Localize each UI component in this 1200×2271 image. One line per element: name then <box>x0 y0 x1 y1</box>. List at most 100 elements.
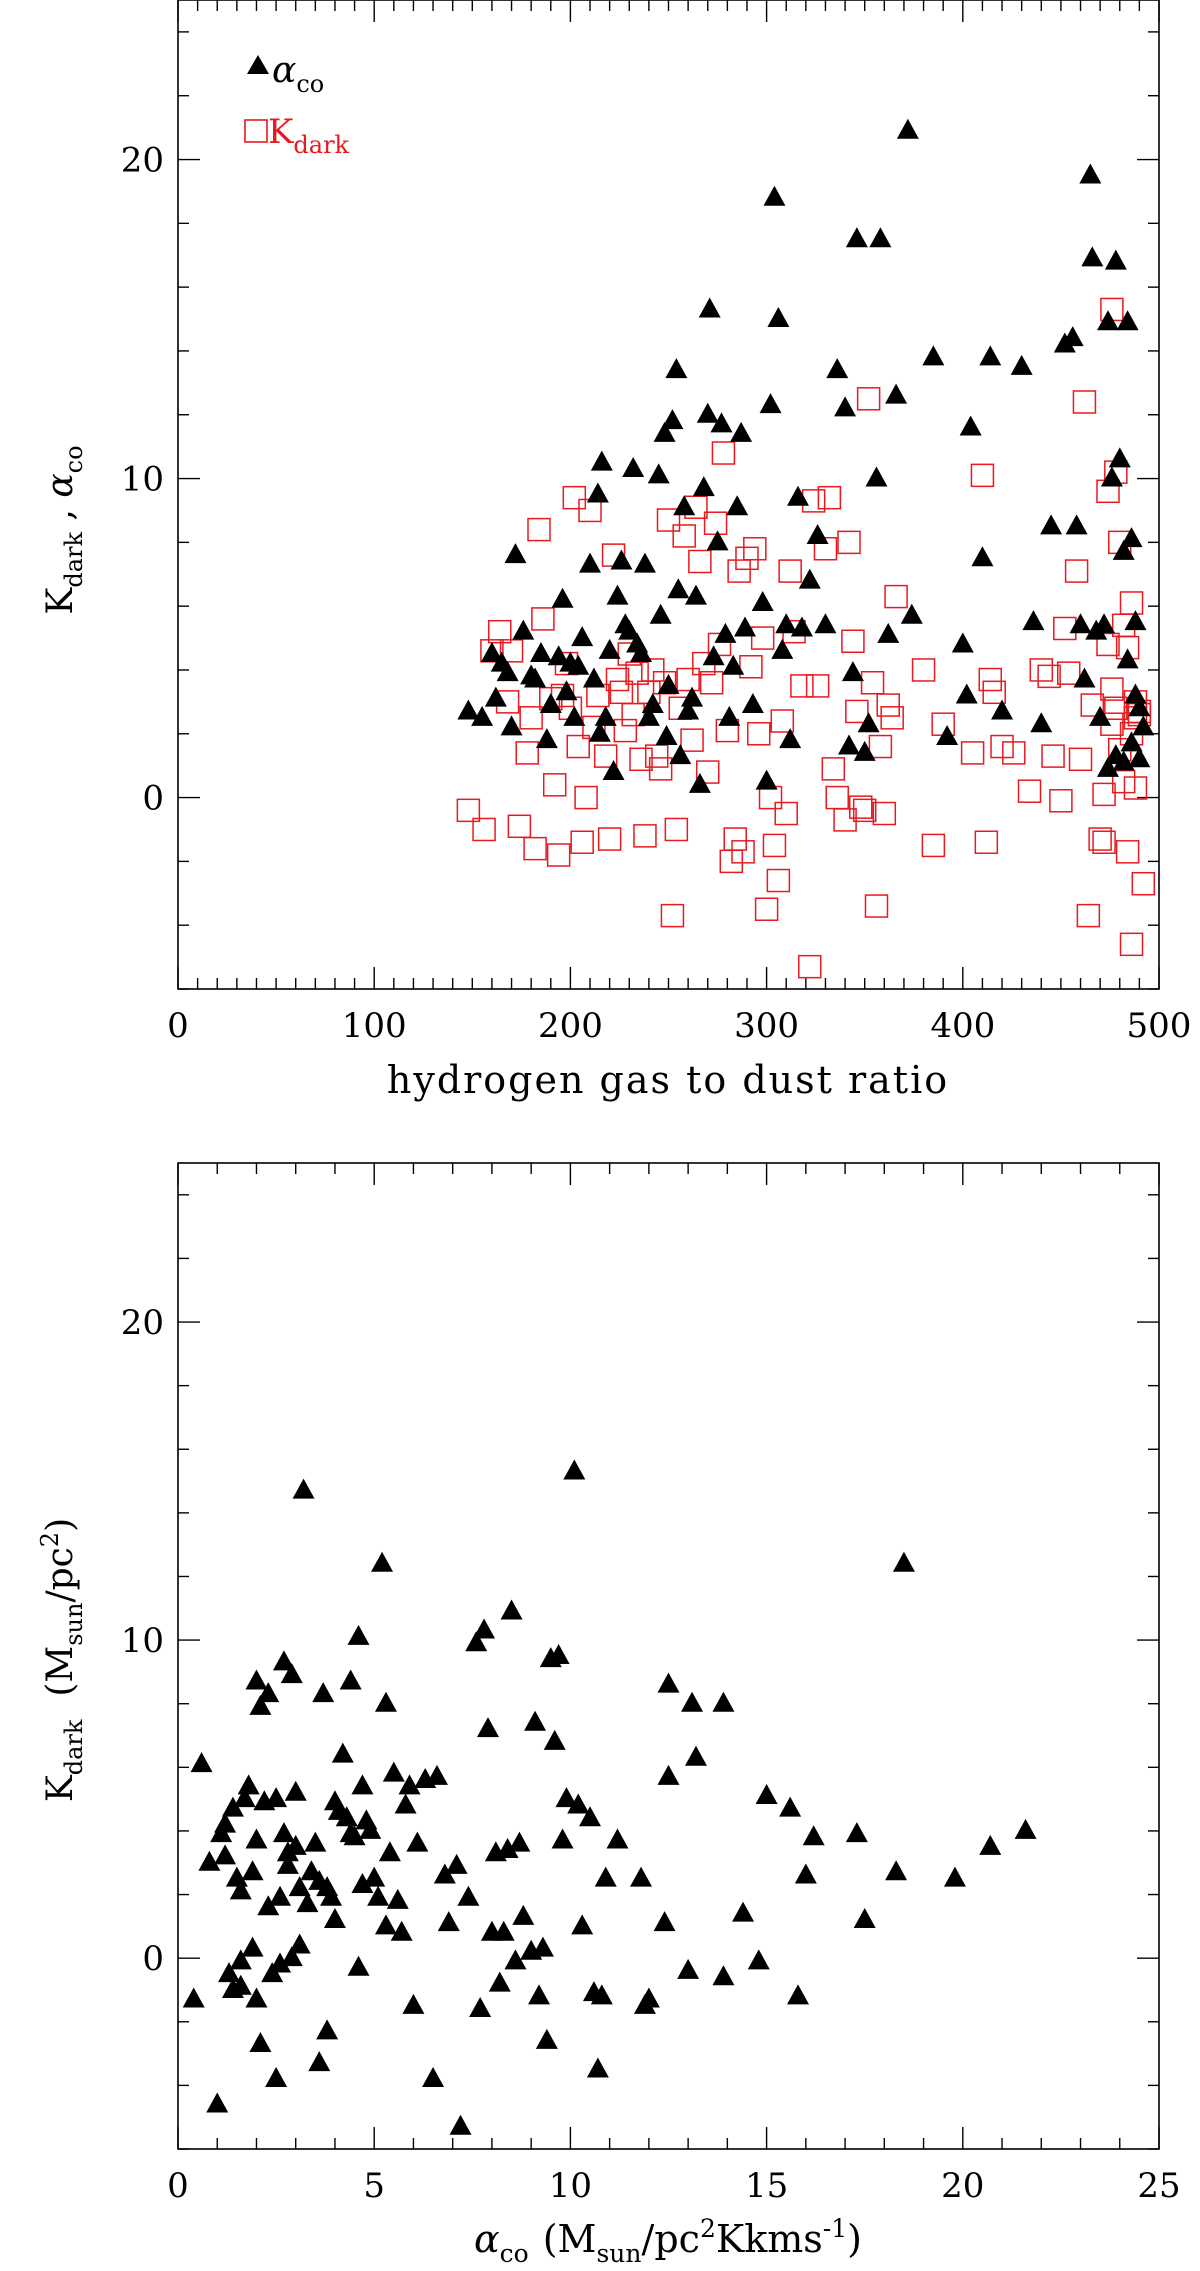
data-point-square <box>641 658 665 682</box>
data-point-triangle <box>567 654 590 675</box>
y-axis-label: Kdark , αco <box>40 445 88 614</box>
data-point-triangle <box>378 1841 401 1862</box>
data-point-triangle <box>363 1866 386 1887</box>
data-point-triangle <box>779 1796 802 1817</box>
data-point-triangle <box>1022 610 1045 631</box>
data-point-square <box>625 661 649 685</box>
data-point-triangle <box>249 1694 272 1715</box>
data-point-triangle <box>790 616 813 637</box>
data-point-triangle <box>374 1691 397 1712</box>
x-tick-label: 400 <box>930 1006 995 1046</box>
data-point-square <box>1017 779 1042 803</box>
data-point-triangle <box>1081 246 1104 267</box>
data-point-triangle <box>245 1669 268 1690</box>
data-point-square <box>982 680 1006 705</box>
data-point-triangle <box>755 1783 778 1804</box>
data-point-triangle <box>826 358 849 379</box>
data-point-triangle <box>877 622 900 643</box>
data-point-triangle <box>512 1904 535 1925</box>
data-point-triangle <box>806 523 829 544</box>
data-point-square <box>703 511 728 535</box>
data-point-triangle <box>1112 539 1135 560</box>
series-alpha <box>457 118 1155 793</box>
data-point-triangle <box>425 1764 448 1785</box>
y-tick-label: 20 <box>121 1303 164 1343</box>
data-point-square <box>1111 769 1136 794</box>
data-point-triangle <box>885 383 908 404</box>
data-point-triangle <box>1073 667 1096 688</box>
data-point-triangle <box>726 495 749 516</box>
data-point-triangle <box>655 724 678 745</box>
data-point-triangle <box>492 1920 515 1941</box>
data-point-square <box>1119 591 1144 615</box>
data-point-square <box>876 693 900 717</box>
data-point-square <box>523 836 547 861</box>
data-point-triangle <box>547 645 570 666</box>
data-point-triangle <box>657 673 680 694</box>
data-point-triangle <box>971 546 994 567</box>
data-point-triangle <box>406 1831 429 1852</box>
data-point-triangle <box>1128 747 1151 768</box>
axis-ticks <box>177 0 1160 990</box>
legend-alpha-marker <box>247 55 269 74</box>
data-point-triangle <box>422 2067 445 2088</box>
data-point-triangle <box>606 584 629 605</box>
data-point-square <box>872 801 897 826</box>
data-point-triangle <box>657 1764 680 1785</box>
data-point-triangle <box>390 1920 413 1941</box>
data-point-triangle <box>316 2019 339 2040</box>
data-point-triangle <box>684 584 707 605</box>
data-point-square <box>597 827 622 851</box>
data-point-triangle <box>229 1974 252 1995</box>
data-point-triangle <box>469 1997 492 2018</box>
data-point-triangle <box>951 632 974 653</box>
axis-ticks <box>177 1163 1160 2150</box>
data-point-triangle <box>677 699 700 720</box>
data-point-triangle <box>892 1551 915 1572</box>
data-point-triangle <box>767 307 790 328</box>
data-point-triangle <box>730 421 753 442</box>
data-point-triangle <box>402 1993 425 2014</box>
data-point-triangle <box>1116 648 1139 669</box>
data-point-triangle <box>543 1729 566 1750</box>
data-point-square <box>911 658 936 682</box>
data-point-triangle <box>198 1850 221 1871</box>
data-point-triangle <box>351 1873 374 1894</box>
data-point-triangle <box>991 699 1014 720</box>
legend-kdark-marker <box>244 119 268 143</box>
data-point-square <box>515 741 539 765</box>
data-point-triangle <box>853 740 876 761</box>
data-point-triangle <box>630 1866 653 1887</box>
data-point-triangle <box>555 1787 578 1808</box>
data-point-triangle <box>667 578 690 599</box>
data-point-square <box>774 801 798 826</box>
data-point-triangle <box>249 2032 272 2053</box>
data-point-triangle <box>1096 310 1119 331</box>
data-point-triangle <box>1104 249 1127 270</box>
data-point-triangle <box>449 2114 472 2135</box>
data-point-triangle <box>265 2067 288 2088</box>
data-point-triangle <box>714 622 737 643</box>
data-point-triangle <box>229 1949 252 1970</box>
data-point-square <box>750 626 775 650</box>
x-tick-label: 100 <box>342 1006 407 1046</box>
data-point-square <box>970 463 995 488</box>
panel-top-scatter: 0 100 200 300 400 500 0 10 20 αco Kdark Kdark , … <box>40 0 1191 1102</box>
data-point-triangle <box>706 530 729 551</box>
data-point-triangle <box>763 185 786 206</box>
data-point-triangle <box>834 396 857 417</box>
data-point-triangle <box>288 1933 311 1954</box>
y-tick-label: 0 <box>142 779 164 819</box>
data-point-square <box>586 683 610 708</box>
data-point-triangle <box>292 1478 315 1499</box>
data-point-triangle <box>359 1818 382 1839</box>
data-point-square <box>798 954 822 979</box>
x-axis-label: hydrogen gas to dust ratio <box>387 1058 949 1102</box>
data-point-triangle <box>571 626 594 647</box>
data-point-triangle <box>445 1853 468 1874</box>
data-point-triangle <box>1010 354 1033 375</box>
data-point-triangle <box>594 705 617 726</box>
data-point-triangle <box>245 1987 268 2008</box>
data-point-square <box>1088 827 1112 851</box>
data-point-triangle <box>351 1774 374 1795</box>
